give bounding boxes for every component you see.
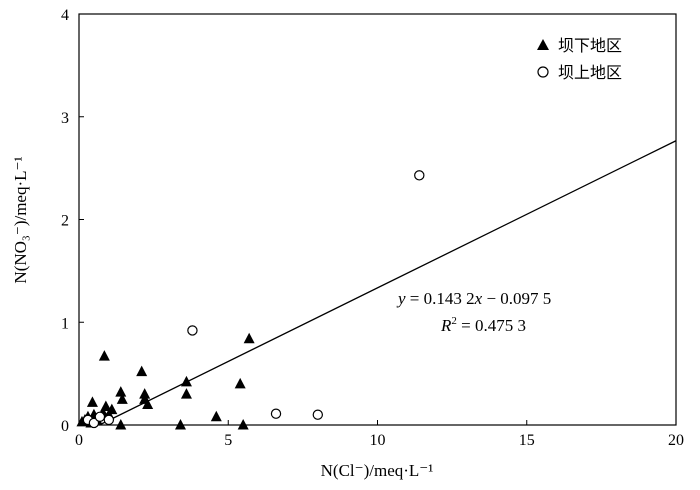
data-point-circle — [94, 411, 106, 422]
data-point-triangle — [115, 386, 127, 397]
regression-equation: y = 0.143 2x − 0.097 5 — [396, 289, 551, 308]
data-point-triangle — [180, 375, 192, 387]
data-point-triangle — [180, 388, 192, 399]
data-point-circle — [88, 417, 100, 429]
data-point-triangle — [142, 398, 154, 409]
y-axis-label: N(NO₃⁻)/meq·L⁻¹ — [11, 156, 30, 283]
data-point-circle — [270, 408, 282, 419]
data-point-circle — [103, 414, 115, 426]
data-point-triangle — [174, 419, 186, 430]
data-point-triangle — [98, 350, 110, 361]
data-point-triangle — [115, 419, 127, 430]
data-point-triangle — [234, 377, 246, 389]
legend-marker-circle — [537, 66, 549, 78]
r-squared-label: R2 = 0.475 3 — [440, 315, 526, 335]
x-tick-label: 15 — [519, 432, 535, 449]
x-axis-label: N(Cl⁻)/meq·L⁻¹ — [321, 461, 434, 480]
data-point-triangle — [210, 410, 222, 422]
data-point-circle — [312, 409, 323, 420]
y-tick-label: 3 — [61, 110, 69, 127]
data-point-circle — [187, 325, 198, 336]
legend-label-downstream: 坝下地区 — [558, 36, 622, 55]
data-point-triangle — [86, 396, 98, 407]
x-tick-label: 10 — [370, 432, 386, 449]
legend-label-upstream: 坝上地区 — [558, 63, 622, 82]
data-point-triangle — [100, 400, 112, 412]
x-tick-label: 20 — [668, 432, 684, 449]
x-tick-label: 5 — [224, 432, 232, 449]
data-point-circle — [414, 170, 425, 181]
data-point-triangle — [116, 393, 128, 404]
data-point-triangle — [106, 403, 118, 415]
y-tick-label: 4 — [61, 7, 69, 24]
axis-ticks — [78, 13, 677, 426]
regression-line — [99, 140, 677, 426]
axis-tick-labels: 0 5 10 15 20 0 1 2 3 4 — [61, 7, 684, 449]
data-points — [76, 170, 425, 430]
legend: 坝下地区 坝上地区 — [537, 36, 622, 82]
y-tick-label: 0 — [61, 418, 69, 435]
data-point-triangle — [243, 332, 255, 344]
data-point-triangle — [237, 419, 249, 430]
legend-marker-triangle — [537, 39, 549, 50]
x-tick-label: 0 — [75, 432, 83, 449]
data-point-triangle — [136, 365, 148, 377]
y-tick-label: 2 — [61, 213, 69, 230]
y-tick-label: 1 — [61, 315, 69, 332]
